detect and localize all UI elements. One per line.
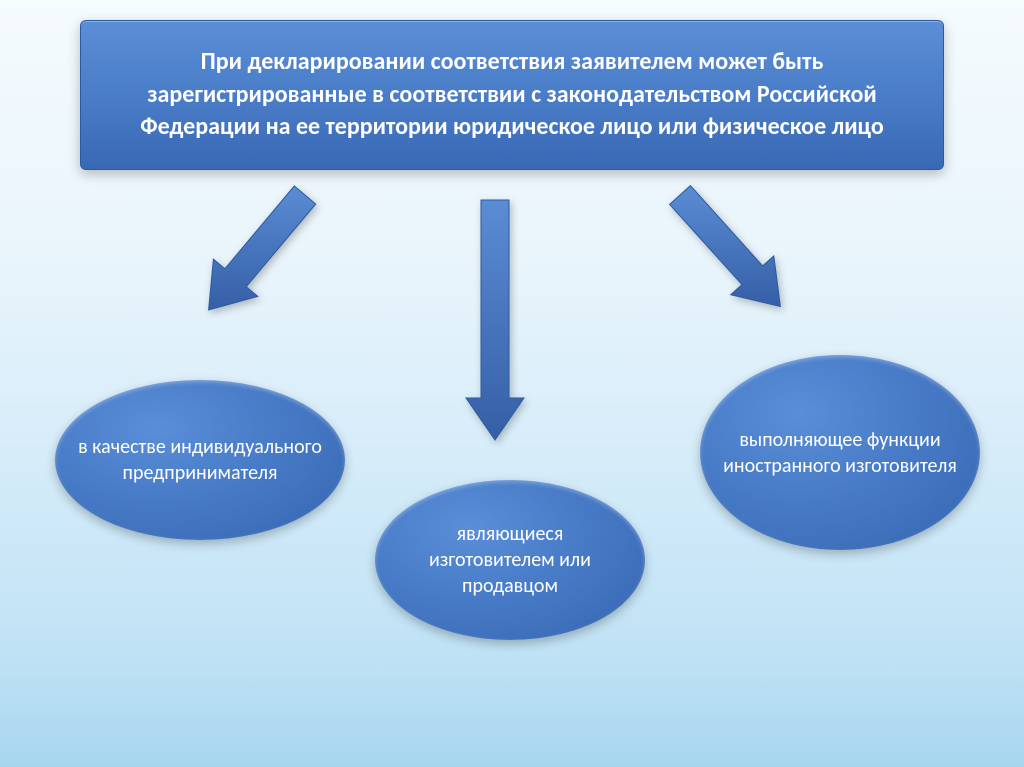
ellipse-manufacturer-seller: являющиеся изготовителем или продавцом — [375, 480, 645, 640]
header-text: При декларировании соответствия заявител… — [101, 46, 923, 143]
ellipse-foreign-manufacturer: выполняющее функции иностранного изготов… — [700, 355, 980, 550]
header-box: При декларировании соответствия заявител… — [80, 20, 944, 170]
ellipse-label: являющиеся изготовителем или продавцом — [395, 521, 625, 599]
ellipse-entrepreneur: в качестве индивидуального предпринимате… — [55, 380, 345, 540]
ellipse-label: выполняющее функции иностранного изготов… — [720, 427, 960, 479]
ellipse-label: в качестве индивидуального предпринимате… — [75, 434, 325, 486]
